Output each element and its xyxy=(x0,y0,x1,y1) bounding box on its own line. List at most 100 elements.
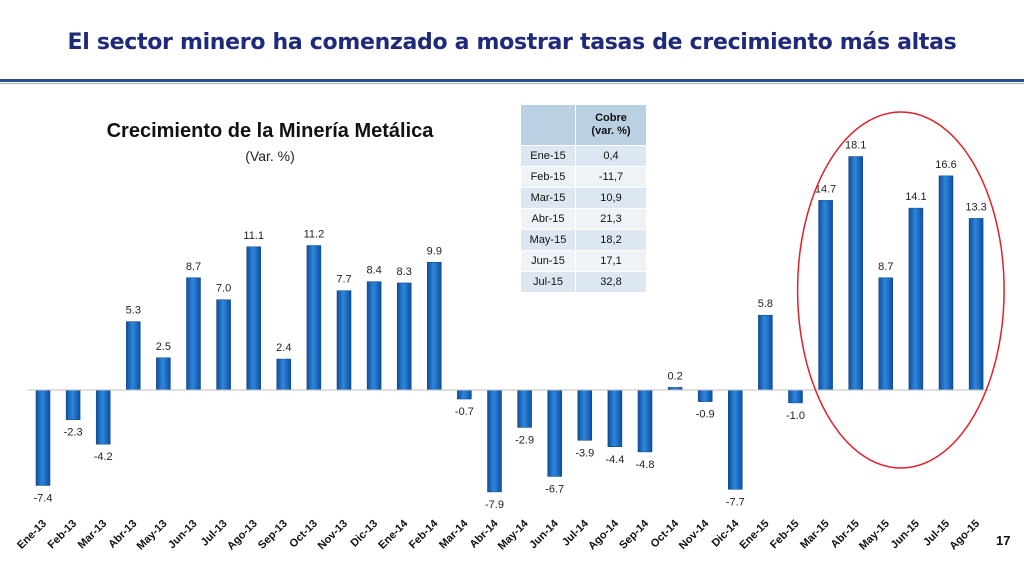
x-tick-label: Sep-13 xyxy=(256,518,290,552)
bar-jul-13 xyxy=(216,299,231,391)
data-label: 7.0 xyxy=(216,283,231,295)
x-tick-label: Sep-14 xyxy=(617,517,652,552)
bar-mar-15 xyxy=(818,200,833,391)
bar-sep-14 xyxy=(637,389,653,453)
data-label: 14.7 xyxy=(815,183,836,195)
x-tick-label: Dic-13 xyxy=(348,518,380,550)
data-label: 18.1 xyxy=(845,140,866,152)
table-corner-cell xyxy=(520,104,576,146)
data-label: 8.7 xyxy=(878,261,893,273)
table-value-cell: -11,7 xyxy=(575,166,647,188)
bar-ago-15 xyxy=(968,218,984,391)
copper-table: Cobre (var. %) Ene-15 0,4 Feb-15 -11,7 Mar-1… xyxy=(520,104,647,293)
data-label: -4.8 xyxy=(636,459,655,471)
x-tick-label: Jun-13 xyxy=(166,518,200,552)
data-label: 14.1 xyxy=(905,191,926,203)
bar-jul-14 xyxy=(577,389,593,441)
table-month-cell: Abr-15 xyxy=(520,208,576,230)
bar-jun-14 xyxy=(547,389,562,477)
x-tick-label: Abr-13 xyxy=(106,518,139,551)
data-label: -7.7 xyxy=(726,496,745,508)
table-row: Jun-15 17,1 xyxy=(520,250,647,272)
table-row: May-15 18,2 xyxy=(520,229,647,251)
x-tick-label: Ago-15 xyxy=(947,518,982,553)
table-value-cell: 18,2 xyxy=(575,229,647,251)
bar-ene-15 xyxy=(758,314,773,391)
table-month-cell: Mar-15 xyxy=(520,187,576,209)
data-label: 7.7 xyxy=(336,274,351,286)
x-tick-label: Mar-13 xyxy=(76,518,110,552)
bar-may-15 xyxy=(878,277,894,391)
x-tick-label: Dic-14 xyxy=(710,517,742,549)
slide-title: El sector minero ha comenzado a mostrar … xyxy=(67,30,957,55)
table-row: Abr-15 21,3 xyxy=(520,208,647,230)
data-label: -7.4 xyxy=(34,492,53,504)
data-label: -0.7 xyxy=(455,406,474,418)
data-label: -4.2 xyxy=(94,451,113,463)
data-label: 5.8 xyxy=(758,298,773,310)
x-tick-label: Ene-13 xyxy=(15,518,49,552)
bar-abr-15 xyxy=(848,156,863,391)
bar-jun-15 xyxy=(908,207,924,391)
highlight-ellipse xyxy=(796,111,1005,469)
table-month-cell: May-15 xyxy=(520,229,576,251)
data-label: -3.9 xyxy=(575,447,594,459)
data-label: 8.3 xyxy=(397,266,412,278)
data-label: 11.2 xyxy=(304,229,325,241)
data-label: -1.0 xyxy=(786,410,805,422)
x-tick-label: Jun-15 xyxy=(888,518,922,552)
title-divider-thin xyxy=(0,83,1024,84)
x-tick-label: Nov-14 xyxy=(677,517,712,552)
bar-mar-13 xyxy=(95,389,111,445)
x-tick-label: Mar-14 xyxy=(437,517,471,551)
data-label: -6.7 xyxy=(545,483,564,495)
table-row: Feb-15 -11,7 xyxy=(520,166,647,188)
data-label: -7.9 xyxy=(485,499,504,511)
x-tick-label: Oct-13 xyxy=(287,518,320,551)
table-value-cell: 10,9 xyxy=(575,187,647,209)
x-tick-label: May-13 xyxy=(135,518,170,553)
data-label: 2.4 xyxy=(276,342,291,354)
table-value-cell: 32,8 xyxy=(575,271,647,293)
bar-nov-14 xyxy=(697,389,713,402)
bar-mar-14 xyxy=(457,389,472,400)
data-label: -2.9 xyxy=(515,434,534,446)
bar-ago-13 xyxy=(246,246,261,391)
bar-may-14 xyxy=(517,389,532,428)
table-row: Mar-15 10,9 xyxy=(520,187,647,209)
x-tick-label: Mar-15 xyxy=(798,518,832,552)
table-header-unit: (var. %) xyxy=(591,125,631,137)
bar-jul-15 xyxy=(938,175,954,391)
x-tick-label: May-14 xyxy=(496,517,531,552)
data-label: 2.5 xyxy=(156,341,171,353)
x-tick-label: Jun-14 xyxy=(527,517,561,551)
x-tick-label: Oct-14 xyxy=(649,517,682,550)
bar-dic-13 xyxy=(366,281,382,391)
x-tick-label: Ago-14 xyxy=(586,517,621,552)
table-header-label: Cobre xyxy=(595,112,627,124)
data-label: 11.1 xyxy=(243,230,264,242)
data-label: -4.4 xyxy=(605,454,624,466)
x-tick-label: Nov-13 xyxy=(316,518,350,552)
chart-title: Crecimiento de la Minería Metálica xyxy=(106,120,434,142)
bar-ago-14 xyxy=(607,389,623,448)
table-month-cell: Ene-15 xyxy=(520,145,576,167)
table-row: Jul-15 32,8 xyxy=(520,271,647,293)
data-label: 0.2 xyxy=(667,370,682,382)
table-month-cell: Jul-15 xyxy=(520,271,576,293)
x-tick-label: Feb-13 xyxy=(46,518,80,552)
data-label: 5.3 xyxy=(126,305,141,317)
x-tick-label: Feb-14 xyxy=(407,517,441,551)
bar-feb-15 xyxy=(788,389,803,404)
data-label: 16.6 xyxy=(935,159,956,171)
bar-feb-14 xyxy=(427,262,442,391)
bar-may-13 xyxy=(156,357,171,391)
bar-ene-14 xyxy=(396,282,412,391)
title-divider xyxy=(0,79,1024,82)
bar-abr-14 xyxy=(487,389,502,493)
x-tick-label: Abr-15 xyxy=(829,518,862,551)
bar-feb-13 xyxy=(65,389,81,420)
table-month-cell: Feb-15 xyxy=(520,166,576,188)
table-value-cell: 17,1 xyxy=(575,250,647,272)
